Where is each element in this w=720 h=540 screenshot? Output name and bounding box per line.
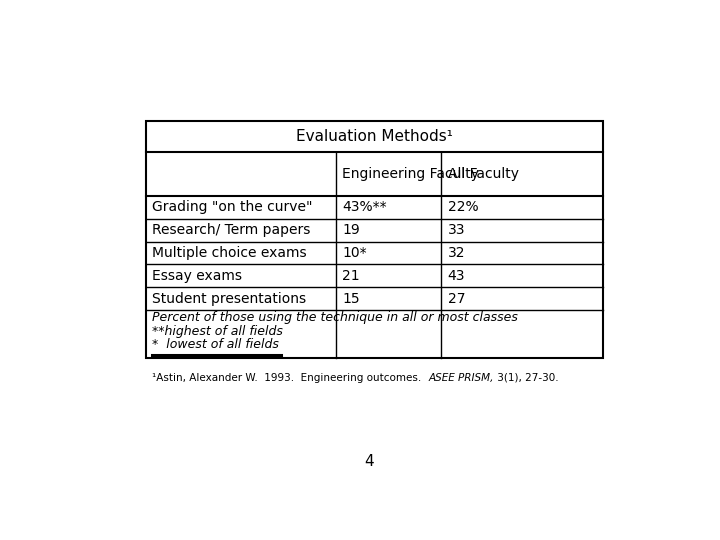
Text: 33: 33: [448, 223, 465, 237]
Text: *  lowest of all fields: * lowest of all fields: [153, 339, 279, 352]
Text: 22%: 22%: [448, 200, 478, 214]
Text: 4: 4: [364, 454, 374, 469]
Text: 43: 43: [448, 269, 465, 283]
Text: ASEE PRISM,: ASEE PRISM,: [428, 373, 494, 383]
Text: Multiple choice exams: Multiple choice exams: [153, 246, 307, 260]
Text: 3(1), 27-30.: 3(1), 27-30.: [494, 373, 558, 383]
Text: Engineering Faculty: Engineering Faculty: [343, 167, 480, 181]
Text: Evaluation Methods¹: Evaluation Methods¹: [296, 129, 453, 144]
Text: Percent of those using the technique in all or most classes: Percent of those using the technique in …: [153, 311, 518, 324]
Text: 32: 32: [448, 246, 465, 260]
Text: 19: 19: [343, 223, 360, 237]
Text: Research/ Term papers: Research/ Term papers: [153, 223, 311, 237]
Text: Student presentations: Student presentations: [153, 292, 307, 306]
Bar: [145, 121, 603, 358]
Text: 15: 15: [343, 292, 360, 306]
Text: 10*: 10*: [343, 246, 367, 260]
Text: 27: 27: [448, 292, 465, 306]
Text: Grading "on the curve": Grading "on the curve": [153, 200, 313, 214]
Text: 21: 21: [343, 269, 360, 283]
Text: All Faculty: All Faculty: [448, 167, 518, 181]
Text: 43%**: 43%**: [343, 200, 387, 214]
Text: **highest of all fields: **highest of all fields: [153, 325, 284, 338]
Text: ¹Astin, Alexander W.  1993.  Engineering outcomes.: ¹Astin, Alexander W. 1993. Engineering o…: [153, 373, 428, 383]
Text: Essay exams: Essay exams: [153, 269, 243, 283]
